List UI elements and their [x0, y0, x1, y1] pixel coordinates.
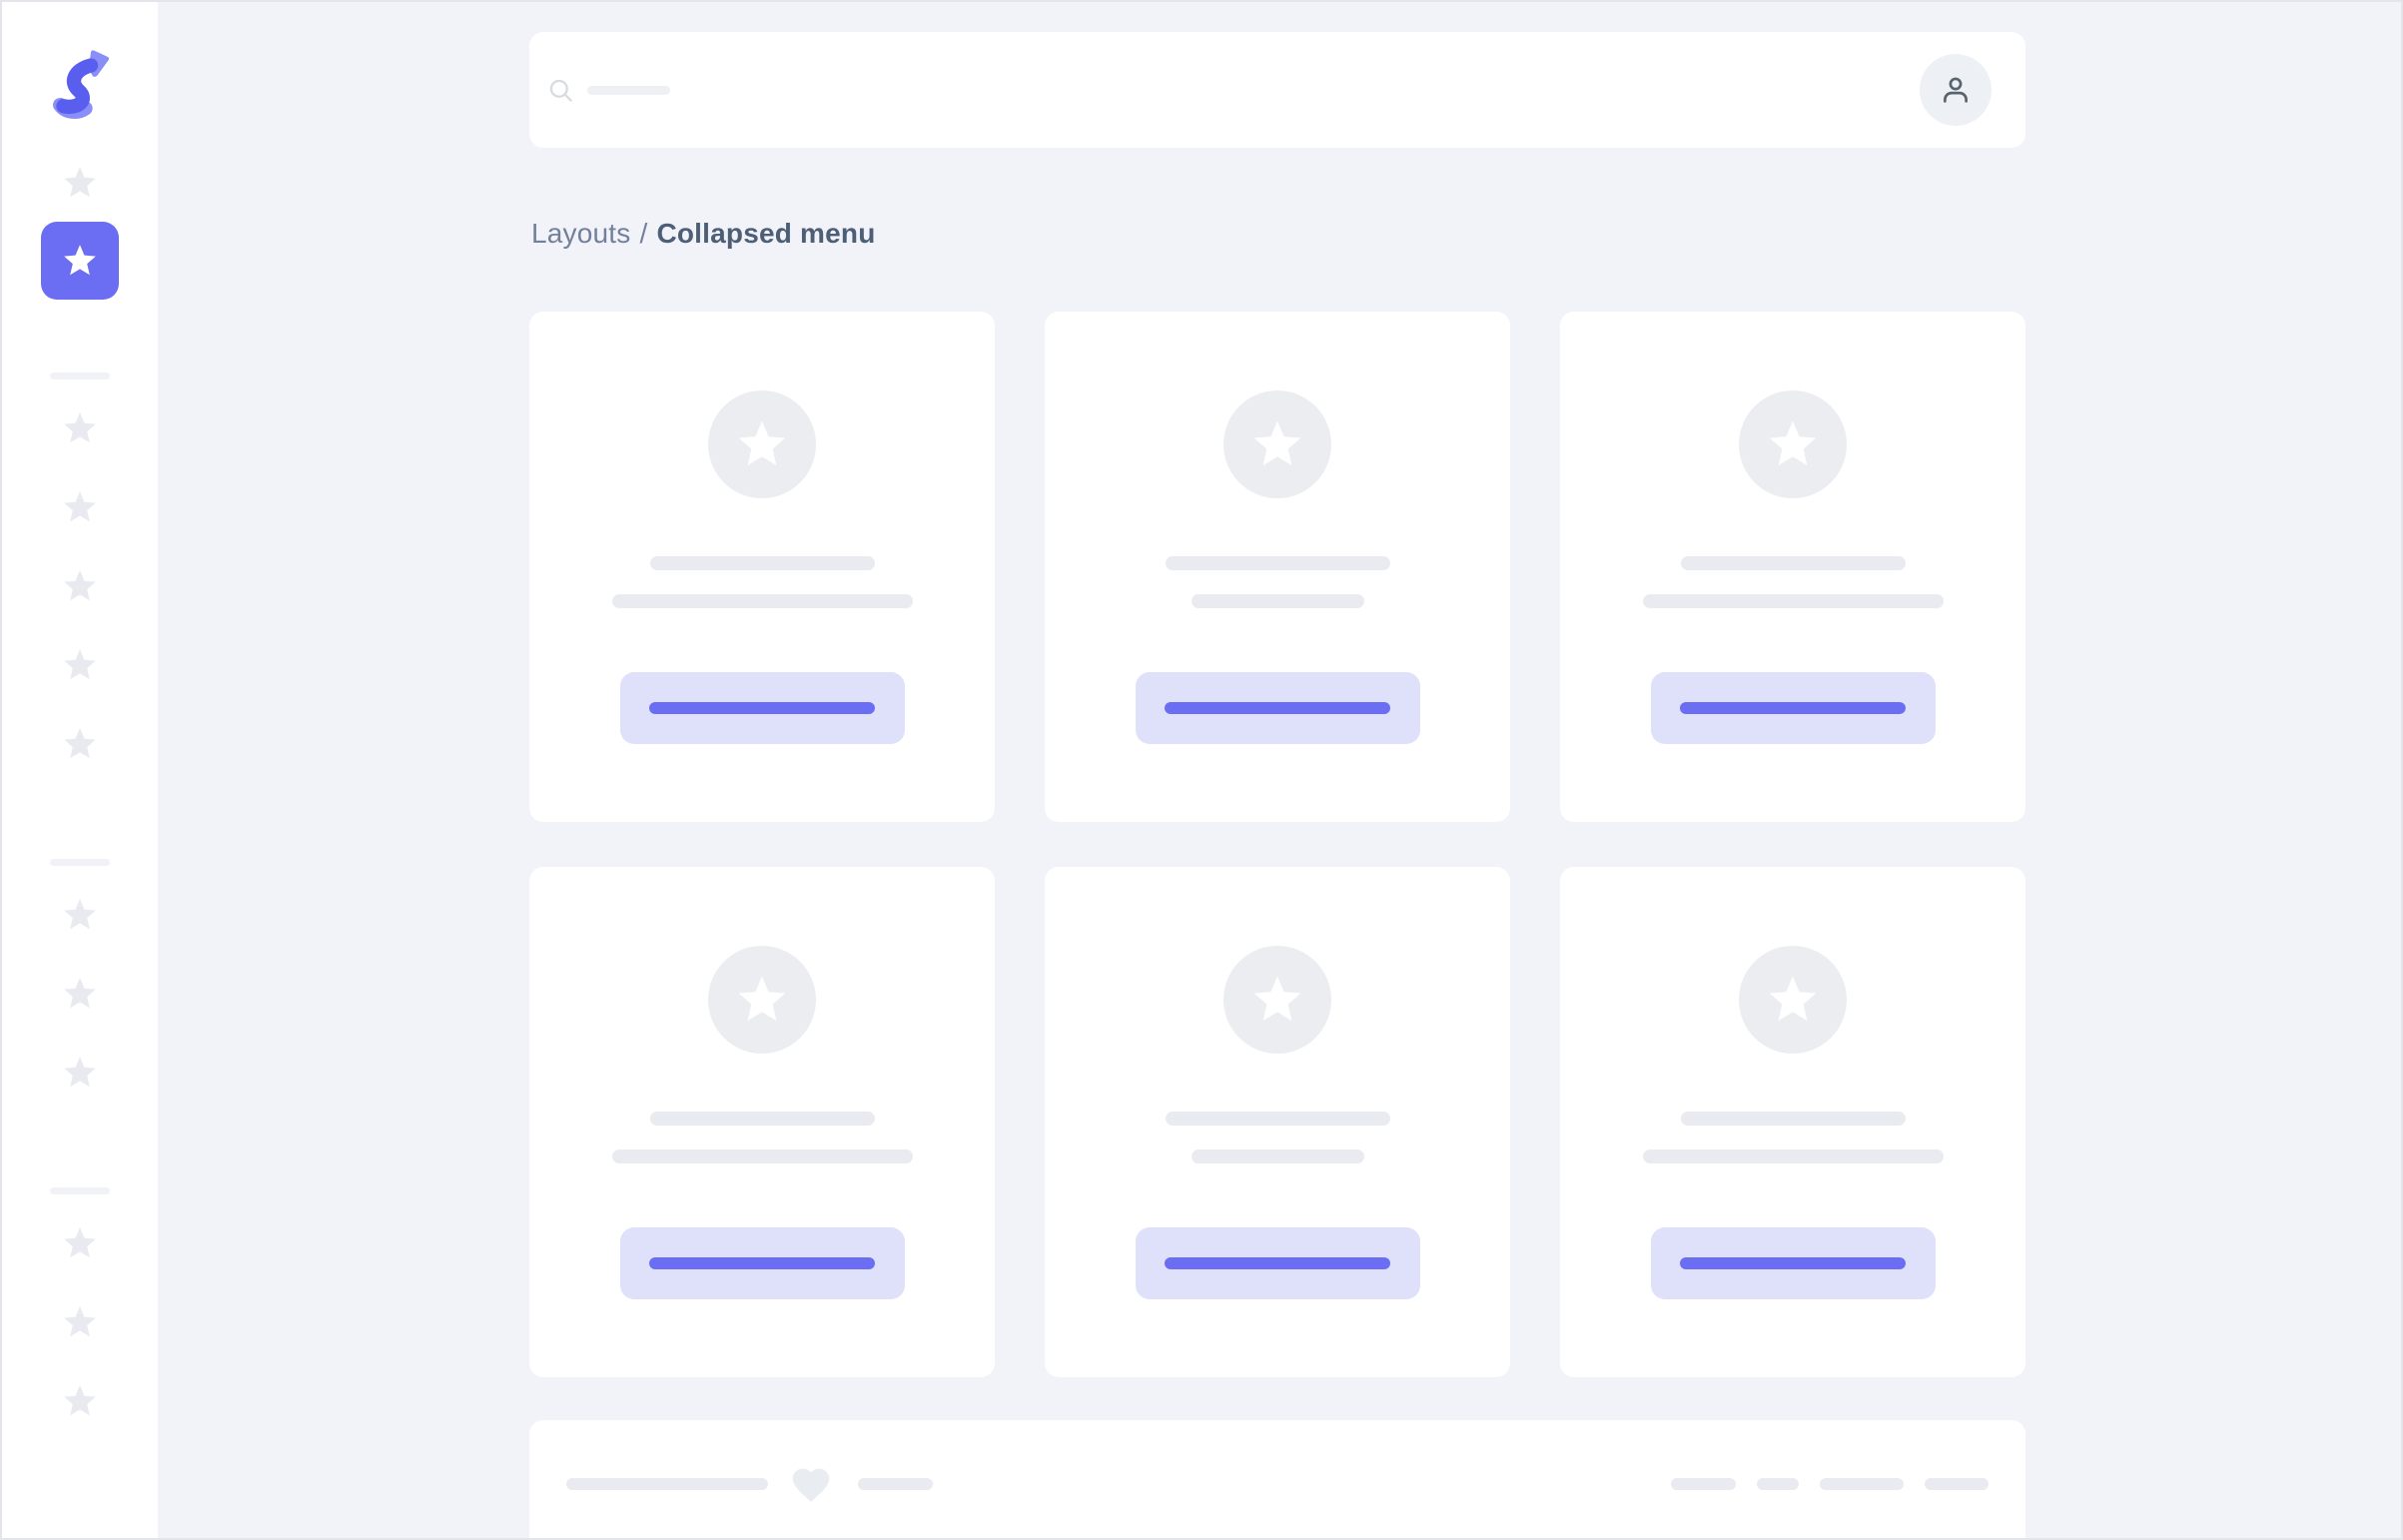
card-avatar-circle [1739, 946, 1847, 1054]
skeleton-card [1560, 312, 2025, 822]
card-text-line-2 [1642, 594, 1944, 608]
sidebar-item[interactable] [59, 894, 101, 936]
card-primary-button[interactable] [1135, 1227, 1420, 1299]
skeleton-card [1045, 867, 1510, 1377]
star-icon [1769, 420, 1817, 465]
skeleton-card [529, 867, 995, 1377]
card-text-line-1 [1680, 1112, 1906, 1126]
star-icon [64, 728, 96, 759]
star-icon [1253, 420, 1301, 465]
sidebar-divider [50, 859, 110, 866]
avatar-button[interactable] [1920, 54, 1992, 126]
footer-line [566, 1478, 768, 1490]
logo-swoosh-icon[interactable] [47, 44, 113, 120]
star-icon [64, 412, 96, 443]
button-label-bar [1680, 1257, 1906, 1269]
button-label-bar [1680, 702, 1906, 714]
card-text-line-1 [1680, 556, 1906, 570]
star-icon [64, 167, 96, 198]
card-primary-button[interactable] [619, 1227, 905, 1299]
button-label-bar [649, 702, 875, 714]
heart-icon[interactable] [789, 1464, 833, 1504]
sidebar-item[interactable] [59, 486, 101, 528]
sidebar-item[interactable] [59, 565, 101, 607]
footer-row [566, 1465, 1989, 1503]
sidebar-item[interactable] [59, 1052, 101, 1094]
card-primary-button[interactable] [1650, 672, 1936, 744]
star-icon [1769, 976, 1817, 1021]
skeleton-card [1560, 867, 2025, 1377]
star-icon [1253, 976, 1301, 1021]
button-label-bar [1165, 1257, 1390, 1269]
search-input[interactable] [587, 32, 1920, 148]
card-avatar-circle [1223, 390, 1331, 498]
card-text-line-2 [1191, 594, 1364, 608]
sidebar-item[interactable] [59, 1301, 101, 1343]
star-icon [64, 491, 96, 522]
footer-line [1757, 1478, 1799, 1490]
skeleton-card [1045, 312, 1510, 822]
sidebar-item[interactable] [59, 723, 101, 765]
cards-grid [529, 312, 2025, 1377]
card-avatar-circle [1739, 390, 1847, 498]
star-icon [64, 570, 96, 601]
user-icon [1944, 77, 1968, 103]
footer-line [1671, 1478, 1736, 1490]
card-text-line-2 [1191, 1150, 1364, 1163]
card-primary-button[interactable] [1650, 1227, 1936, 1299]
footer-right-group [1671, 1478, 1989, 1490]
star-icon [64, 899, 96, 930]
card-text-line-2 [1642, 1150, 1944, 1163]
card-avatar-circle [1223, 946, 1331, 1054]
card-primary-button[interactable] [619, 672, 905, 744]
sidebar-item[interactable] [59, 644, 101, 686]
card-avatar-circle [708, 390, 816, 498]
star-icon [64, 1057, 96, 1088]
button-label-bar [649, 1257, 875, 1269]
search-icon [547, 77, 574, 104]
footer-line [858, 1478, 933, 1490]
skeleton-card [529, 312, 995, 822]
star-icon [64, 978, 96, 1009]
sidebar-item[interactable] [59, 162, 101, 204]
card-avatar-circle [708, 946, 816, 1054]
star-icon [64, 245, 96, 276]
star-icon [64, 1227, 96, 1258]
card-text-line-1 [1165, 1112, 1390, 1126]
search-placeholder-bar [587, 85, 670, 95]
card-text-line-1 [649, 1112, 875, 1126]
star-icon [64, 1306, 96, 1337]
card-primary-button[interactable] [1135, 672, 1420, 744]
sidebar-item[interactable] [59, 1380, 101, 1422]
sidebar-divider [50, 373, 110, 380]
sidebar-item[interactable] [59, 407, 101, 449]
card-text-line-2 [611, 1150, 913, 1163]
sidebar-nav [2, 162, 158, 1422]
sidebar-item[interactable] [59, 1222, 101, 1264]
footer-line [1925, 1478, 1989, 1490]
footer-bar [529, 1420, 2025, 1538]
star-icon [64, 649, 96, 680]
star-icon [738, 420, 786, 465]
search-bar [529, 32, 2025, 148]
breadcrumb-separator: / [639, 218, 648, 249]
card-text-line-2 [611, 594, 913, 608]
sidebar-divider [50, 1187, 110, 1194]
sidebar-item[interactable] [59, 973, 101, 1015]
sidebar-item-active[interactable] [41, 222, 119, 300]
star-icon [64, 1385, 96, 1416]
footer-line [1820, 1478, 1904, 1490]
card-text-line-1 [1165, 556, 1390, 570]
breadcrumb-current: Collapsed menu [656, 218, 876, 249]
sidebar [2, 2, 158, 1538]
button-label-bar [1165, 702, 1390, 714]
breadcrumb: Layouts / Collapsed menu [531, 217, 876, 251]
card-text-line-1 [649, 556, 875, 570]
breadcrumb-parent[interactable]: Layouts [531, 218, 631, 249]
star-icon [738, 976, 786, 1021]
